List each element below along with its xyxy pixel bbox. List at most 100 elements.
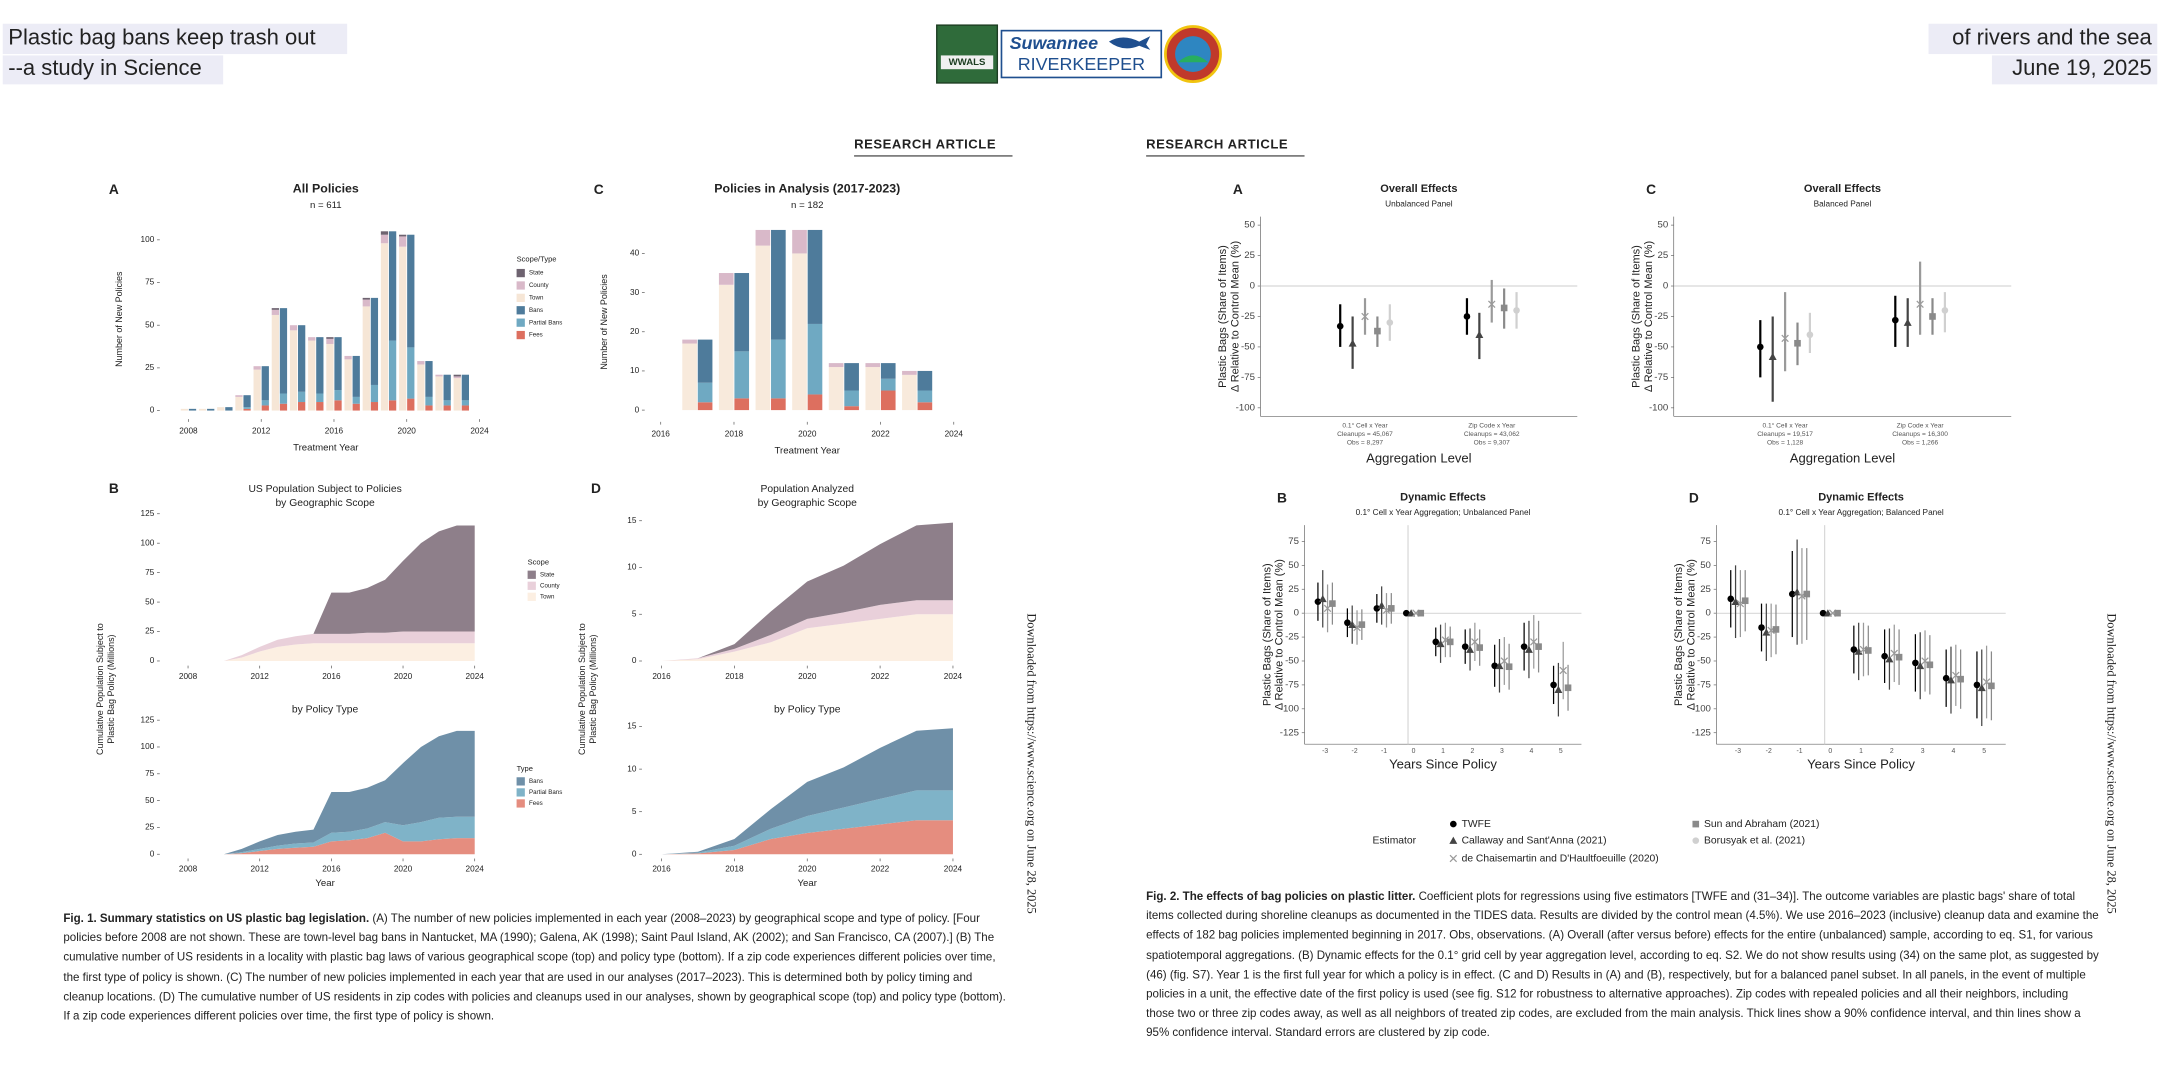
bar-segment [407, 347, 415, 399]
legend-label: County [540, 582, 561, 589]
bar-segment [917, 370, 933, 391]
estimate-marker [1912, 659, 1919, 667]
bar-segment [453, 374, 461, 377]
bar-segment [235, 395, 243, 397]
estimate-marker [1348, 620, 1357, 628]
y-tick-label: -100 [1649, 402, 1668, 413]
y-tick-label: -75 [1285, 679, 1299, 690]
area-band [661, 522, 953, 662]
bar-segment [180, 408, 189, 411]
y-tick-label: -50 [1241, 341, 1255, 352]
panel-title: Population Analyzed [760, 484, 854, 495]
group-label: 0.1° Cell x Year [1342, 422, 1388, 430]
estimate-marker [1461, 643, 1469, 650]
estimate-marker [1806, 331, 1814, 339]
group-label: Zip Code x Year [1897, 423, 1945, 430]
y-tick-label: 0 [1663, 281, 1668, 292]
panel-letter: B [1277, 491, 1287, 506]
x-tick-label: 2016 [652, 672, 671, 681]
x-tick-label: -2 [1352, 748, 1358, 755]
estimate-marker [1564, 684, 1572, 692]
bar-segment [198, 408, 207, 411]
legend-label: Town [540, 593, 555, 600]
area-band [661, 600, 953, 662]
panel-title: Overall Effects [1380, 183, 1457, 195]
bar-segment [807, 323, 823, 395]
estimate-marker [1926, 661, 1934, 669]
bar-segment [771, 398, 786, 411]
bar-segment [362, 299, 370, 307]
panel-letter: B [109, 481, 119, 496]
y-tick-label: 125 [141, 509, 155, 518]
y-tick-label: 75 [1288, 536, 1299, 547]
legend-swatch [516, 268, 525, 278]
bar-segment [344, 359, 352, 411]
river-logo-inner [1175, 36, 1211, 72]
x-tick-label: 0 [1828, 748, 1832, 755]
estimate-marker [1885, 655, 1894, 663]
bar-segment [771, 339, 786, 399]
y-tick-label: 10 [627, 563, 637, 572]
x-tick-label: 2020 [394, 672, 413, 681]
y-tick-label: 0 [632, 849, 637, 858]
y-tick-label: -125 [1692, 727, 1711, 738]
y-tick-label: 15 [627, 722, 637, 731]
estimate-marker [1554, 685, 1563, 693]
y-tick-label: 50 [1700, 560, 1711, 571]
y-tick-label: -50 [1697, 656, 1711, 667]
estimate-marker [1520, 643, 1528, 650]
x-tick-label: 5 [1559, 748, 1563, 755]
bar-segment [326, 343, 334, 411]
estimate-marker [1491, 662, 1498, 670]
bar-segment [880, 363, 896, 379]
bar-segment [344, 355, 352, 360]
legend-swatch [516, 318, 525, 327]
estimate-marker [1781, 334, 1789, 343]
bar-segment [880, 378, 896, 391]
y-tick-label: 10 [627, 764, 637, 773]
bar-segment [271, 308, 279, 310]
bar-segment [697, 382, 713, 403]
panel-letter: D [591, 481, 601, 496]
y-axis-label: Δ Relative to Control Mean (%) [1230, 241, 1242, 392]
estimate-marker [1772, 626, 1780, 633]
bar-segment [316, 393, 324, 403]
caption: Fig. 1. Summary statistics on US plastic… [63, 908, 1007, 1025]
y-tick-label: 40 [630, 249, 640, 258]
x-tick-label: 0 [1412, 748, 1416, 755]
estimate-marker [1476, 644, 1483, 651]
y-tick-label: -125 [1280, 727, 1299, 738]
estimate-marker [1463, 313, 1471, 320]
bar-segment [243, 408, 251, 411]
bar-segment [399, 236, 407, 247]
panel-letter: A [109, 182, 119, 197]
panel-title: Policies in Analysis (2017-2023) [714, 181, 900, 195]
x-tick-label: 3 [1500, 748, 1504, 755]
x-tick-label: 1 [1859, 748, 1863, 755]
bar-segment [880, 390, 896, 411]
panel-subtitle: Unbalanced Panel [1385, 199, 1453, 208]
x-tick-label: 2012 [251, 865, 270, 874]
bar-segment [902, 374, 917, 411]
caption-box: Fig. 1. Summary statistics on US plastic… [63, 908, 1007, 1025]
x-tick-label: 3 [1921, 748, 1925, 755]
estimate-marker [1941, 307, 1949, 314]
bar-segment [828, 363, 844, 368]
bar-segment [261, 405, 269, 411]
estimate-marker [1387, 605, 1395, 612]
estimate-marker [1942, 674, 1950, 682]
bar-segment [917, 390, 933, 403]
group-label: Cleanups = 16,300 [1892, 431, 1948, 438]
y-tick-label: -100 [1236, 402, 1255, 413]
estimate-marker [1535, 643, 1542, 650]
bar-segment [380, 231, 389, 235]
panel-title: by Policy Type [774, 704, 841, 715]
estimate-marker [1988, 682, 1995, 690]
header-highlight [1991, 55, 2158, 85]
y-tick-label: 25 [145, 823, 155, 832]
bar-segment [334, 400, 342, 411]
y-tick-label: 50 [145, 320, 155, 329]
x-tick-label: 2008 [179, 427, 198, 436]
y-tick-label: 100 [141, 538, 155, 547]
